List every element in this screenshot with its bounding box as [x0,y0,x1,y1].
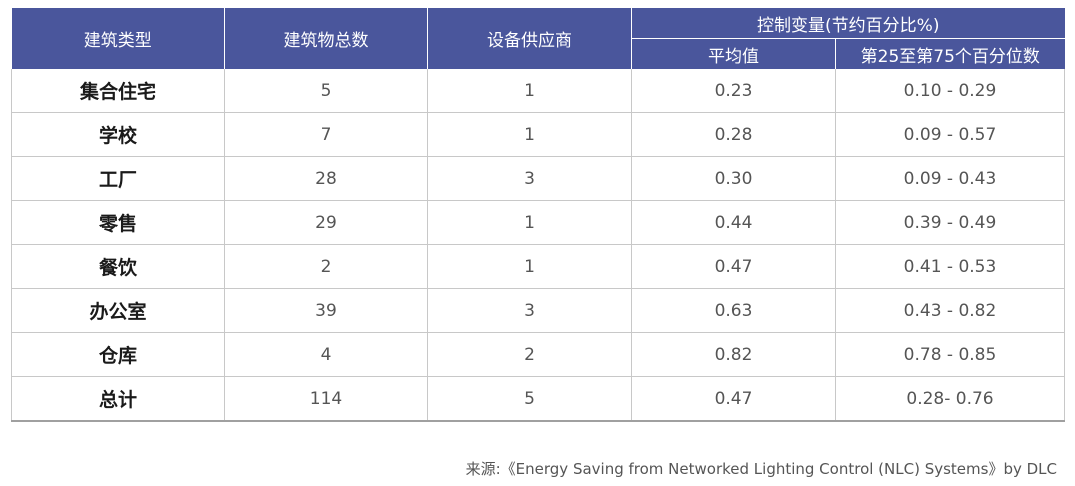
table-header: 建筑类型 建筑物总数 设备供应商 控制变量(节约百分比%) 平均值 第25至第7… [11,8,1065,69]
cell-average: 0.30 [631,156,836,201]
table-row: 餐饮 2 1 0.47 0.41 - 0.53 [11,244,1066,289]
cell-percentile: 0.10 - 0.29 [835,69,1066,113]
savings-table: 建筑类型 建筑物总数 设备供应商 控制变量(节约百分比%) 平均值 第25至第7… [11,8,1066,422]
cell-building-count: 114 [224,376,428,422]
cell-percentile: 0.78 - 0.85 [835,332,1066,377]
cell-suppliers: 5 [427,376,632,422]
cell-percentile: 0.09 - 0.57 [835,112,1066,157]
cell-suppliers: 3 [427,288,632,333]
header-percentile: 第25至第75个百分位数 [835,38,1065,69]
cell-percentile: 0.09 - 0.43 [835,156,1066,201]
table-row-total: 总计 114 5 0.47 0.28- 0.76 [11,376,1066,422]
cell-suppliers: 1 [427,69,632,113]
cell-average: 0.47 [631,376,836,422]
cell-building-count: 5 [224,69,428,113]
cell-building-type: 学校 [11,112,225,157]
header-suppliers: 设备供应商 [427,8,632,69]
header-control-variable: 控制变量(节约百分比%) [631,8,1065,39]
cell-suppliers: 2 [427,332,632,377]
cell-average: 0.44 [631,200,836,245]
cell-percentile: 0.28- 0.76 [835,376,1066,422]
cell-building-type: 零售 [11,200,225,245]
cell-building-count: 29 [224,200,428,245]
cell-average: 0.47 [631,244,836,289]
cell-average: 0.63 [631,288,836,333]
header-average: 平均值 [631,38,836,69]
cell-building-type: 总计 [11,376,225,422]
cell-suppliers: 1 [427,244,632,289]
cell-building-count: 2 [224,244,428,289]
table-row: 仓库 4 2 0.82 0.78 - 0.85 [11,332,1066,377]
cell-average: 0.23 [631,69,836,113]
table-row: 工厂 28 3 0.30 0.09 - 0.43 [11,156,1066,201]
cell-building-count: 28 [224,156,428,201]
cell-building-count: 7 [224,112,428,157]
cell-suppliers: 1 [427,200,632,245]
header-building-type: 建筑类型 [11,8,225,69]
cell-building-count: 4 [224,332,428,377]
cell-building-type: 集合住宅 [11,69,225,113]
cell-percentile: 0.39 - 0.49 [835,200,1066,245]
table-row: 办公室 39 3 0.63 0.43 - 0.82 [11,288,1066,333]
cell-percentile: 0.43 - 0.82 [835,288,1066,333]
source-citation: 来源:《Energy Saving from Networked Lightin… [465,460,1057,478]
cell-percentile: 0.41 - 0.53 [835,244,1066,289]
cell-building-type: 办公室 [11,288,225,333]
cell-building-type: 餐饮 [11,244,225,289]
cell-building-type: 工厂 [11,156,225,201]
table-row: 集合住宅 5 1 0.23 0.10 - 0.29 [11,69,1066,113]
table-row: 学校 7 1 0.28 0.09 - 0.57 [11,112,1066,157]
cell-suppliers: 3 [427,156,632,201]
cell-average: 0.82 [631,332,836,377]
table-body: 集合住宅 5 1 0.23 0.10 - 0.29 学校 7 1 0.28 0.… [11,69,1066,422]
cell-building-type: 仓库 [11,332,225,377]
header-building-count: 建筑物总数 [224,8,428,69]
cell-building-count: 39 [224,288,428,333]
cell-average: 0.28 [631,112,836,157]
table-row: 零售 29 1 0.44 0.39 - 0.49 [11,200,1066,245]
cell-suppliers: 1 [427,112,632,157]
